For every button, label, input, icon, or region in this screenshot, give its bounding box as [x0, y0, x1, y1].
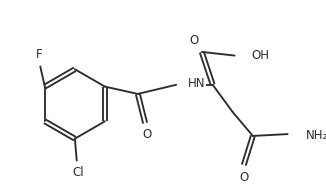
Text: F: F [36, 48, 43, 61]
Text: HN: HN [188, 77, 205, 90]
Text: O: O [239, 170, 248, 184]
Text: O: O [190, 34, 199, 47]
Text: O: O [142, 128, 152, 141]
Text: NH₂: NH₂ [306, 129, 326, 142]
Text: Cl: Cl [73, 166, 84, 179]
Text: OH: OH [251, 49, 269, 62]
